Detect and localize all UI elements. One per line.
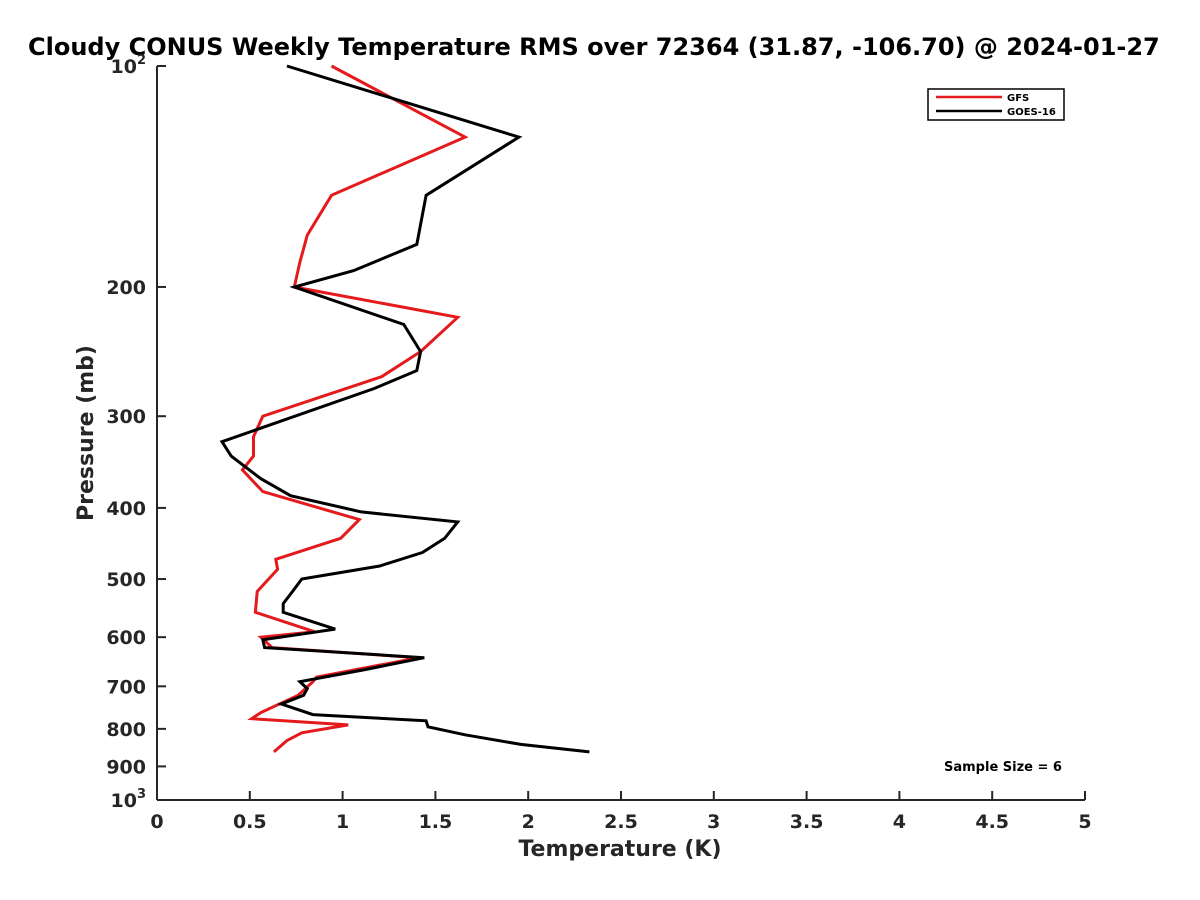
y-axis-label: Pressure (mb) xyxy=(74,345,99,521)
x-tick-label: 0.5 xyxy=(233,811,267,833)
series-line-goes16 xyxy=(219,64,590,754)
y-tick-label: 700 xyxy=(106,676,146,698)
x-tick-label: 2 xyxy=(522,811,535,833)
legend: GFS GOES-16 xyxy=(927,88,1065,121)
x-tick-label: 1 xyxy=(336,811,349,833)
y-tick-label: 103 xyxy=(111,787,147,812)
x-tick-label: 3.5 xyxy=(790,811,824,833)
y-tick-label: 102 xyxy=(111,53,147,78)
legend-box xyxy=(927,88,1065,121)
x-axis-label: Temperature (K) xyxy=(518,837,721,862)
y-tick-label: 900 xyxy=(106,756,146,778)
series-line-gfs xyxy=(240,64,469,754)
plot-area: 0 0.5 1 1.5 2 2.5 3 3.5 4 4.5 5 102 200 300 400 500 600… xyxy=(106,53,1091,833)
x-tick-label: 1.5 xyxy=(419,811,453,833)
x-tick-label: 3 xyxy=(707,811,720,833)
legend-label-gfs: GFS xyxy=(1007,93,1029,104)
y-tick-label: 400 xyxy=(106,498,146,520)
y-axis-ticks: 102 200 300 400 500 600 700 800 900 103 xyxy=(106,53,166,812)
y-tick-label: 600 xyxy=(106,627,146,649)
y-tick-label: 300 xyxy=(106,406,146,428)
x-tick-label: 0 xyxy=(150,811,163,833)
sample-size-note: Sample Size = 6 xyxy=(944,760,1062,775)
series-layer xyxy=(219,64,590,754)
x-tick-label: 4.5 xyxy=(975,811,1009,833)
x-tick-label: 2.5 xyxy=(604,811,638,833)
x-tick-label: 4 xyxy=(893,811,906,833)
y-tick-label: 500 xyxy=(106,569,146,591)
x-axis-ticks: 0 0.5 1 1.5 2 2.5 3 3.5 4 4.5 5 xyxy=(150,791,1092,833)
legend-label-goes16: GOES-16 xyxy=(1007,107,1056,118)
y-tick-label: 800 xyxy=(106,719,146,741)
x-tick-label: 5 xyxy=(1078,811,1091,833)
y-tick-label: 200 xyxy=(106,277,146,299)
chart-title: Cloudy CONUS Weekly Temperature RMS over… xyxy=(28,33,1160,61)
